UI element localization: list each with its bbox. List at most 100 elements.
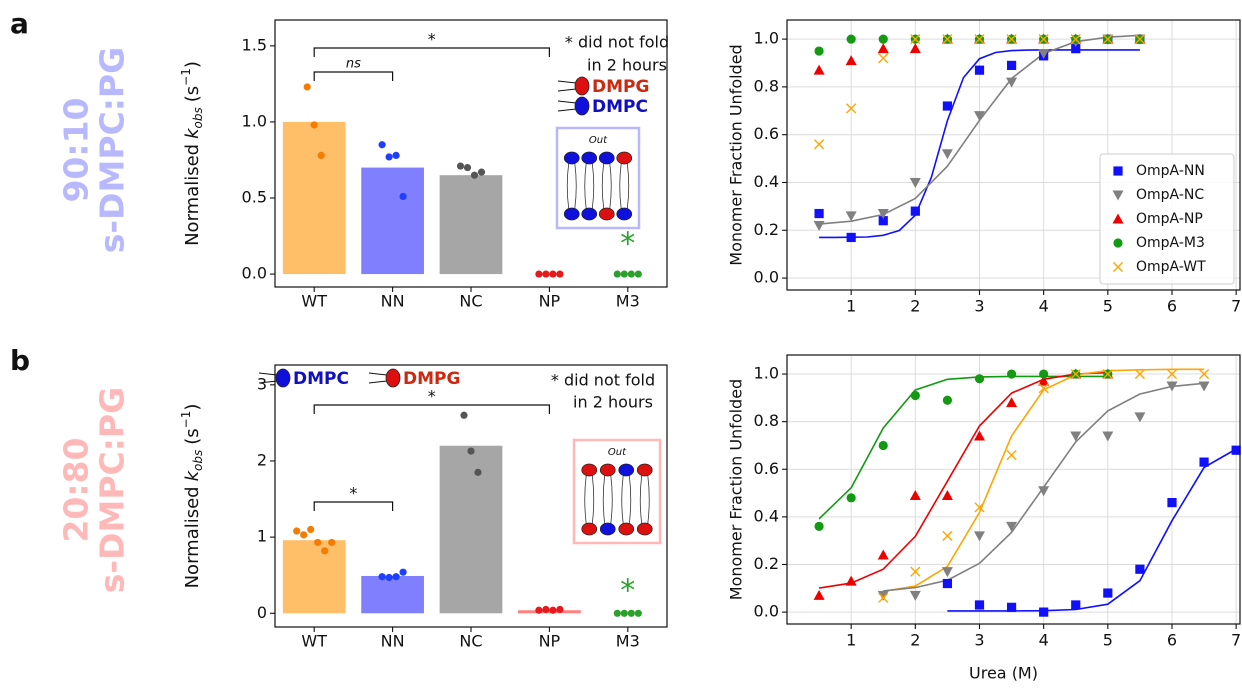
lipid-tail	[368, 372, 388, 384]
data-point	[1038, 486, 1050, 497]
data-point	[845, 211, 857, 222]
y-axis-label: Monomer Fraction Unfolded	[727, 379, 746, 600]
x-axis-label: Urea (M)	[969, 664, 1038, 683]
data-point	[814, 521, 824, 531]
note: in 2 hours	[587, 56, 667, 75]
significance-label: *	[428, 30, 436, 49]
x-tick-label: 6	[1167, 297, 1177, 316]
data-point	[620, 270, 628, 278]
y-tick-label: 0.4	[754, 172, 779, 191]
lipid-tails	[639, 474, 650, 525]
data-point	[909, 590, 921, 601]
lipid-head	[616, 207, 633, 221]
lipid-tails	[621, 474, 632, 525]
y-tick-label: 0.8	[754, 411, 779, 430]
bar	[518, 610, 581, 614]
x-tick-label: 6	[1167, 631, 1177, 650]
y-tick-label: 2	[257, 450, 267, 469]
x-tick-label: 3	[974, 297, 984, 316]
label-superscript: −1	[179, 68, 193, 86]
data-point	[942, 530, 953, 542]
x-tick-label: 7	[1231, 631, 1241, 650]
lipid-head	[581, 207, 598, 221]
lipid-head	[563, 151, 580, 165]
data-point	[942, 395, 953, 405]
data-point	[846, 232, 856, 243]
y-axis-label: Normalised kobs (s−1)	[179, 61, 205, 246]
data-point	[1070, 431, 1082, 442]
data-point	[613, 609, 621, 617]
x-tick-label: 2	[910, 297, 920, 316]
y-tick-label: 1.0	[242, 111, 267, 130]
lipid-head	[618, 522, 635, 536]
lipid-head	[275, 368, 291, 388]
data-point	[1231, 445, 1241, 455]
data-point	[1070, 368, 1081, 380]
lipid-label: DMPG	[403, 369, 460, 389]
no-fold-marker: *	[620, 574, 635, 609]
data-point	[613, 270, 621, 278]
data-point	[910, 34, 921, 45]
inset-label: Out	[608, 447, 627, 458]
lipid-head	[599, 522, 616, 536]
fit-curve	[947, 448, 1237, 612]
bar	[282, 540, 346, 614]
condition-label: 20:80	[57, 437, 96, 542]
significance-label: *	[349, 484, 357, 503]
lipid-head	[598, 207, 615, 221]
no-fold-marker: *	[620, 227, 635, 262]
label-part: Normalised	[182, 144, 203, 246]
x-tick-label: NP	[539, 632, 561, 651]
data-point	[1038, 34, 1049, 45]
lipid-tails	[566, 162, 577, 210]
data-point	[941, 149, 953, 160]
data-point	[813, 64, 825, 75]
data-point	[1006, 60, 1017, 70]
condition-label: 90:10	[57, 97, 96, 202]
note: * did not fold	[551, 371, 655, 390]
label-close: )	[182, 404, 203, 411]
x-tick-label: M3	[616, 292, 640, 311]
lipid-head	[581, 463, 598, 477]
label-unit: (s	[182, 428, 203, 444]
note: * did not fold	[565, 33, 669, 52]
label-symbol: k	[182, 127, 203, 139]
y-tick-label: 0.4	[754, 506, 779, 525]
data-point	[463, 163, 472, 172]
data-point	[877, 209, 889, 220]
x-tick-label: WT	[301, 292, 327, 311]
data-point	[378, 573, 386, 581]
data-point	[627, 609, 635, 617]
data-point	[317, 151, 325, 160]
y-tick-label: 1.0	[754, 364, 779, 383]
data-point	[470, 171, 479, 179]
data-point	[1038, 48, 1050, 59]
data-point	[813, 589, 825, 600]
data-point	[542, 270, 550, 278]
data-point	[1006, 397, 1018, 408]
data-point	[1006, 369, 1017, 379]
data-point	[973, 111, 985, 122]
y-tick-label: 3	[257, 374, 267, 393]
lipid-tail	[557, 100, 577, 112]
data-point	[814, 208, 824, 219]
data-point	[549, 270, 557, 278]
data-point	[878, 216, 888, 226]
x-tick-label: 5	[1103, 297, 1113, 316]
data-point	[813, 220, 825, 231]
data-point	[467, 447, 475, 455]
data-point	[909, 177, 921, 188]
data-point	[1038, 383, 1049, 394]
data-point	[328, 538, 336, 547]
lipid-head	[563, 207, 580, 221]
data-point	[474, 468, 482, 476]
data-point	[942, 578, 953, 589]
condition-label: s-DMPC:PG	[93, 47, 132, 253]
legend-marker	[1113, 166, 1123, 176]
data-point	[941, 489, 953, 500]
lipid-head	[581, 151, 598, 165]
y-tick-label: 0.6	[754, 459, 779, 478]
data-point	[1039, 607, 1049, 617]
y-tick-label: 1.5	[242, 35, 267, 54]
